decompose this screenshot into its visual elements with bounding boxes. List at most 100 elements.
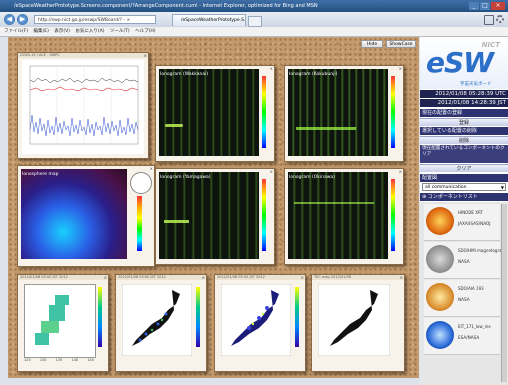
sun-orange-icon [426, 207, 454, 235]
cork-board: Hide ShowCase GOES-15 / ACE · SWPC × × I… [8, 37, 419, 378]
panel-title: Ionogram (Kokubunji) [289, 72, 338, 77]
panel-title: Ionogram (Yamagawa) [160, 175, 211, 180]
map-tick: 130 [39, 358, 47, 362]
color-scale [262, 179, 266, 251]
new-tab-button[interactable] [248, 16, 262, 27]
component-name: SDO/AIA 193 [458, 286, 484, 291]
close-icon[interactable]: × [269, 169, 273, 174]
map-image [318, 284, 390, 356]
window-close-icon[interactable]: × [491, 2, 505, 10]
menu-item-view[interactable]: 表示(V) [54, 29, 70, 34]
component-name: SDO/HMI magnetogram [458, 248, 506, 253]
panel-header: 2012/01/08 05:00 JST 2012 [116, 275, 206, 280]
layout-heading: 配置図 [420, 174, 508, 182]
close-icon[interactable]: × [103, 275, 107, 280]
color-scale [98, 287, 102, 347]
panel-title: Ionosphere map [22, 172, 59, 177]
showcase-button[interactable]: ShowCase [386, 40, 416, 48]
back-icon: ◀ [6, 15, 13, 23]
gear-icon[interactable] [496, 15, 504, 23]
menu-item-help[interactable]: ヘルプ(H) [135, 29, 156, 34]
close-icon[interactable]: × [398, 169, 402, 174]
component-item[interactable]: SDO/HMI magnetogram NASA [424, 242, 505, 279]
component-list-heading: ⊕ コンポーネントリスト [420, 193, 508, 201]
clear-button[interactable]: クリア [420, 164, 508, 172]
panel-header: 2012/01/08 05:00 JST 2012 [215, 275, 305, 280]
logo: NICT eSW 宇宙天気ボード [420, 37, 508, 89]
color-scale [137, 196, 142, 251]
panel-ionogram-kokubunji[interactable]: × Ionogram (Kokubunji) [284, 65, 404, 162]
forward-button[interactable]: ▶ [17, 14, 28, 25]
layout-select-value: all communication [425, 185, 467, 190]
menu-bar: ファイル(F) 編集(E) 表示(V) お気に入り(A) ツール(T) ヘルプ(… [0, 27, 508, 37]
map-image [21, 169, 127, 259]
panel-ionogram-yamagawa[interactable]: × Ionogram (Yamagawa) [155, 168, 275, 265]
close-icon[interactable]: × [143, 53, 147, 58]
menu-item-tools[interactable]: ツール(T) [109, 29, 130, 34]
component-source: ESA/NASA [458, 335, 480, 340]
panel-header: GOES-15 / ACE · SWPC [18, 53, 148, 58]
ionogram-image [159, 69, 259, 156]
close-icon[interactable]: × [149, 166, 153, 171]
panel-header: TEC map 2012/01/08 [312, 275, 404, 280]
component-item[interactable]: HINODE XRT JAXA/ISAS/NAOJ [424, 204, 500, 241]
time-jst: 2012/01/08 14:28:39 JST [420, 99, 508, 107]
close-icon[interactable]: × [269, 66, 273, 71]
panel-title: Ionogram (Wakkanai) [160, 72, 209, 77]
panel-goes-plot[interactable]: GOES-15 / ACE · SWPC × [17, 52, 149, 159]
ionogram-image [288, 172, 388, 259]
delete-button[interactable]: 削除 [420, 136, 508, 144]
register-button[interactable]: 登録 [420, 118, 508, 126]
color-scale [196, 287, 200, 347]
list-scrollbar[interactable] [501, 204, 507, 382]
close-icon[interactable]: × [201, 275, 205, 280]
component-list-label: コンポーネントリスト [427, 194, 478, 200]
control-sidebar: NICT eSW 宇宙天気ボード 2012/01/08 05:28:39 UTC… [420, 37, 508, 385]
map-tick: 140 [71, 358, 79, 362]
map-image [24, 284, 96, 358]
sun-grey-icon [426, 245, 454, 273]
window-titlebar: /eSpaceWeatherPrototype.Screens.componen… [0, 0, 508, 12]
panel-map-3[interactable]: 2012/01/08 05:00 JST 2012 × [214, 274, 306, 372]
component-name: EIT_171_low_res [458, 324, 491, 329]
map-axis-ticks: 125 130 135 140 145 [24, 358, 94, 362]
component-item[interactable]: EIT_171_low_res ESA/NASA [424, 318, 500, 355]
close-icon[interactable]: × [399, 275, 403, 280]
delete-heading: 選択している配置の削除 [420, 127, 508, 135]
close-icon[interactable]: × [300, 275, 304, 280]
menu-item-edit[interactable]: 編集(E) [33, 29, 49, 34]
sun-blue-icon [426, 321, 454, 349]
map-tick: 125 [24, 358, 31, 362]
map-tick: 135 [55, 358, 63, 362]
ionogram-image [159, 172, 259, 259]
layout-select[interactable]: all communication ▼ [422, 183, 506, 191]
chevron-down-icon: ▼ [500, 185, 504, 190]
window-maximize-icon[interactable]: □ [480, 2, 490, 10]
menu-item-file[interactable]: ファイル(F) [4, 29, 29, 34]
sun-gold-icon [426, 283, 454, 311]
forward-icon: ▶ [19, 15, 26, 23]
hide-button[interactable]: Hide [361, 40, 383, 48]
menu-item-favorites[interactable]: お気に入り(A) [75, 29, 105, 34]
panel-ionogram-okinawa[interactable]: × Ionogram (Okinawa) [284, 168, 404, 265]
home-icon[interactable] [484, 15, 494, 25]
window-minimize-icon[interactable]: _ [469, 2, 479, 10]
panel-map-1[interactable]: 2012/01/08 05:00 JST 2012 × 125 130 135 140… [17, 274, 109, 372]
back-button[interactable]: ◀ [4, 14, 15, 25]
component-item[interactable]: SDO/AIA 193 NASA [424, 280, 500, 317]
expand-icon: ⊕ [422, 194, 428, 200]
panel-map-4[interactable]: TEC map 2012/01/08 × [311, 274, 405, 372]
component-source: NASA [458, 297, 470, 302]
panel-map-2[interactable]: 2012/01/08 05:00 JST 2012 × [115, 274, 207, 372]
color-scale [262, 76, 266, 148]
close-icon[interactable]: × [398, 66, 402, 71]
browser-tab[interactable]: /eSpaceWeatherPrototype.S... [172, 14, 246, 26]
address-input[interactable]: http://swp.nict.go.jp/eswp/SWBoard/? - × [34, 15, 156, 24]
component-name: HINODE XRT [458, 210, 483, 215]
panel-ionogram-wakkanai[interactable]: × Ionogram (Wakkanai) [155, 65, 275, 162]
logo-subtitle: 宇宙天気ボード [460, 82, 492, 87]
ionogram-image [288, 69, 388, 156]
map-image [122, 284, 192, 356]
panel-ionosphere-map[interactable]: × Ionosphere map [17, 165, 155, 267]
color-scale [391, 76, 395, 148]
